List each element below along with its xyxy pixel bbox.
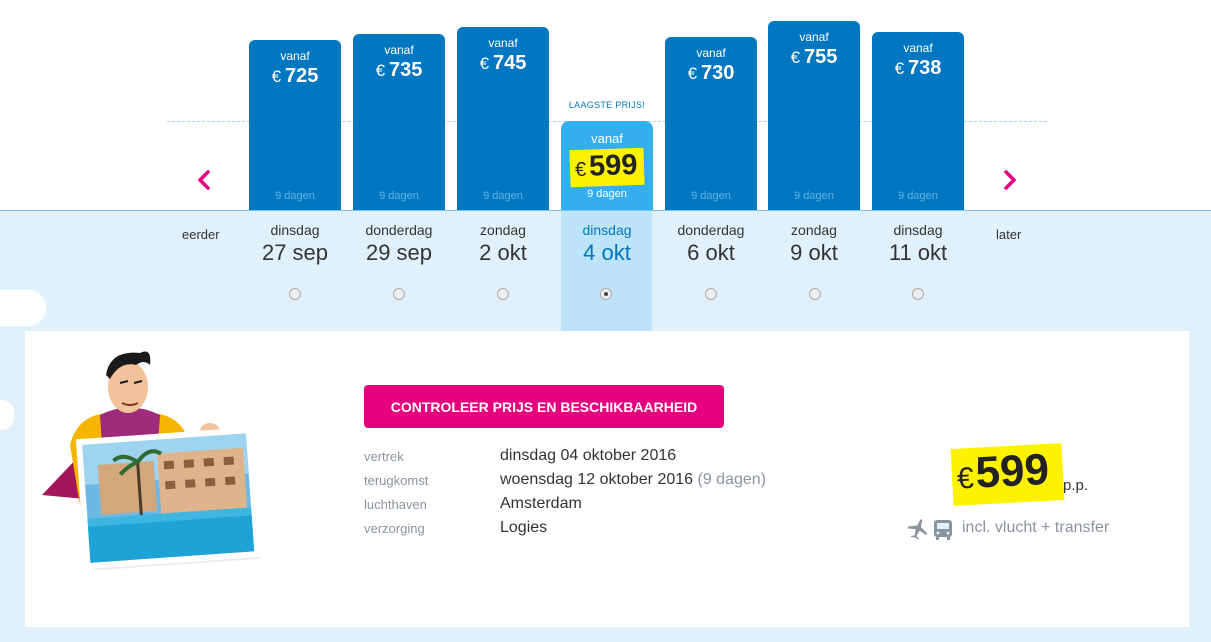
chevron-left-icon — [198, 170, 210, 190]
duration-label: 9 dagen — [483, 190, 523, 202]
board-label: verzorging — [364, 521, 425, 536]
bar-price: €725 — [271, 65, 319, 87]
vanaf-label: vanaf — [903, 41, 933, 55]
weekday-label: zondag — [480, 222, 526, 238]
bar-price: €755 — [790, 46, 838, 68]
duration-label: 9 dagen — [898, 190, 938, 202]
check-availability-button[interactable]: CONTROLEER PRIJS EN BESCHIKBAARHEID — [364, 385, 724, 428]
price-bar-selected[interactable]: vanaf €599 9 dagen — [561, 121, 653, 210]
date-option[interactable]: zondag 9 okt — [768, 222, 860, 266]
vanaf-label: vanaf — [280, 49, 310, 63]
date-radio[interactable] — [912, 288, 924, 300]
bus-icon — [934, 520, 952, 540]
weekday-label: dinsdag — [582, 222, 632, 238]
price-bar[interactable]: vanaf €738 9 dagen — [872, 32, 964, 210]
date-radio[interactable] — [289, 288, 301, 300]
chevron-right-icon — [1004, 170, 1016, 190]
bar-price: €599 — [569, 147, 645, 188]
airport-label: luchthaven — [364, 497, 427, 512]
date-radio[interactable] — [705, 288, 717, 300]
transport-icons — [906, 517, 956, 546]
date-option[interactable]: dinsdag 11 okt — [872, 222, 964, 266]
vanaf-label: vanaf — [696, 46, 726, 60]
earlier-link[interactable]: eerder — [182, 227, 220, 242]
includes-label: incl. vlucht + transfer — [962, 519, 1110, 536]
duration-label: 9 dagen — [794, 190, 834, 202]
date-radio[interactable] — [497, 288, 509, 300]
departure-value: dinsdag 04 oktober 2016 — [500, 447, 677, 464]
price-bar[interactable]: vanaf €755 9 dagen — [768, 21, 860, 210]
cloud-decoration — [0, 290, 46, 326]
weekday-label: donderdag — [677, 222, 745, 238]
date-label: 4 okt — [583, 240, 631, 265]
mascot-illustration — [42, 351, 261, 571]
weekday-label: dinsdag — [893, 222, 943, 238]
duration-label: 9 dagen — [275, 190, 315, 202]
board-value: Logies — [500, 519, 548, 536]
vanaf-label: vanaf — [488, 36, 518, 50]
date-option[interactable]: donderdag 29 sep — [353, 222, 445, 266]
duration-label: 9 dagen — [691, 190, 731, 202]
plane-icon — [907, 519, 928, 540]
return-label: terugkomst — [364, 473, 429, 488]
price-bar[interactable]: vanaf €725 9 dagen — [249, 40, 341, 210]
date-option-selected[interactable]: dinsdag 4 okt — [561, 222, 653, 266]
vanaf-label: vanaf — [591, 131, 623, 146]
duration-label: 9 dagen — [379, 190, 419, 202]
bar-price: €730 — [687, 62, 735, 84]
later-link[interactable]: later — [996, 227, 1022, 242]
return-value: woensdag 12 oktober 2016 (9 dagen) — [500, 471, 767, 488]
date-radio-selected[interactable] — [600, 288, 612, 300]
vanaf-label: vanaf — [799, 30, 829, 44]
lowest-price-label: LAAGSTE PRIJS! — [568, 100, 646, 110]
weekday-label: donderdag — [365, 222, 433, 238]
total-price: €599 — [950, 443, 1065, 506]
price-bar[interactable]: vanaf €745 9 dagen — [457, 27, 549, 210]
return-duration: (9 dagen) — [697, 471, 767, 488]
price-bar[interactable]: vanaf €735 9 dagen — [353, 34, 445, 210]
date-radio[interactable] — [809, 288, 821, 300]
date-label: 11 okt — [888, 240, 948, 265]
per-person-label: p.p. — [1063, 477, 1089, 494]
date-label: 27 sep — [261, 240, 329, 265]
date-option[interactable]: donderdag 6 okt — [665, 222, 757, 266]
weekday-label: dinsdag — [270, 222, 320, 238]
date-label: 29 sep — [365, 240, 433, 265]
prev-arrow-button[interactable] — [194, 168, 214, 192]
bar-price: €735 — [375, 59, 423, 81]
duration-label: 9 dagen — [587, 188, 627, 200]
date-radio[interactable] — [393, 288, 405, 300]
vanaf-label: vanaf — [384, 43, 414, 57]
cloud-decoration — [0, 400, 14, 430]
price-bar[interactable]: vanaf €730 9 dagen — [665, 37, 757, 210]
weekday-label: zondag — [791, 222, 837, 238]
date-label: 9 okt — [790, 240, 838, 265]
date-label: 2 okt — [479, 240, 527, 265]
date-label: 6 okt — [687, 240, 735, 265]
bar-price: €738 — [894, 57, 942, 79]
date-option[interactable]: zondag 2 okt — [457, 222, 549, 266]
next-arrow-button[interactable] — [1000, 168, 1020, 192]
date-option[interactable]: dinsdag 27 sep — [249, 222, 341, 266]
bar-price: €745 — [479, 52, 527, 74]
airport-value: Amsterdam — [500, 495, 582, 512]
departure-label: vertrek — [364, 449, 404, 464]
